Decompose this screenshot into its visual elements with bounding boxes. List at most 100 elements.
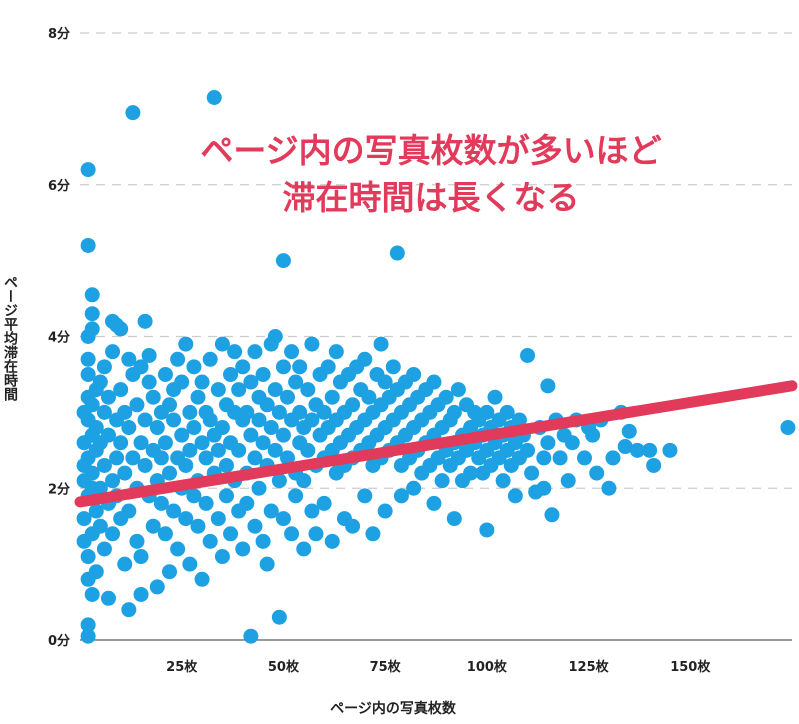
data-point bbox=[210, 511, 226, 527]
data-point bbox=[544, 507, 560, 523]
data-point bbox=[84, 465, 100, 481]
data-point bbox=[121, 503, 137, 519]
data-point bbox=[780, 420, 796, 436]
data-point bbox=[80, 351, 96, 367]
data-point bbox=[385, 359, 401, 375]
data-point bbox=[121, 351, 137, 367]
data-point bbox=[426, 495, 442, 511]
data-point bbox=[166, 503, 182, 519]
data-point bbox=[617, 439, 633, 455]
data-point bbox=[88, 420, 104, 436]
data-point bbox=[243, 427, 259, 443]
data-point bbox=[153, 495, 169, 511]
data-point bbox=[117, 465, 133, 481]
x-tick-label-1: 50枚 bbox=[268, 659, 300, 675]
data-point bbox=[121, 602, 137, 618]
data-point bbox=[182, 404, 198, 420]
data-point bbox=[292, 359, 308, 375]
data-point bbox=[198, 450, 214, 466]
data-point bbox=[137, 457, 153, 473]
data-point bbox=[105, 526, 121, 542]
chart-title-line-1: ページ内の写真枚数が多いほど bbox=[200, 131, 661, 170]
data-point bbox=[202, 412, 218, 428]
data-point bbox=[157, 366, 173, 382]
data-point bbox=[231, 382, 247, 398]
data-point bbox=[361, 389, 377, 405]
data-point bbox=[255, 435, 271, 451]
gridlines bbox=[80, 32, 792, 641]
data-point bbox=[170, 541, 186, 557]
data-point bbox=[406, 366, 422, 382]
x-tick-label-5: 150枚 bbox=[670, 659, 711, 675]
data-point bbox=[275, 253, 291, 269]
data-point bbox=[182, 442, 198, 458]
data-point bbox=[178, 457, 194, 473]
data-point bbox=[292, 404, 308, 420]
y-tick-label-2: 4分 bbox=[48, 330, 70, 346]
data-point bbox=[540, 435, 556, 451]
data-point bbox=[284, 344, 300, 360]
data-point bbox=[137, 313, 153, 329]
data-point bbox=[373, 336, 389, 352]
data-point bbox=[133, 435, 149, 451]
data-point bbox=[499, 404, 515, 420]
data-point bbox=[267, 442, 283, 458]
data-point bbox=[446, 511, 462, 527]
data-point bbox=[137, 412, 153, 428]
data-point bbox=[174, 427, 190, 443]
data-point bbox=[84, 321, 100, 337]
data-point bbox=[202, 533, 218, 549]
data-point bbox=[223, 366, 239, 382]
data-point bbox=[524, 465, 540, 481]
data-point bbox=[243, 628, 259, 644]
data-point bbox=[100, 389, 116, 405]
data-point bbox=[157, 526, 173, 542]
x-tick-label-4: 125枚 bbox=[569, 659, 610, 675]
data-point bbox=[577, 450, 593, 466]
data-point bbox=[552, 450, 568, 466]
y-tick-label-1: 2分 bbox=[48, 481, 70, 497]
tick-labels: 0分 2分 4分 6分 8分 25枚 50枚 75枚 100枚 125枚 150枚 bbox=[48, 26, 711, 675]
data-point bbox=[214, 420, 230, 436]
data-point bbox=[564, 435, 580, 451]
data-point bbox=[275, 359, 291, 375]
data-point bbox=[214, 336, 230, 352]
data-point bbox=[255, 366, 271, 382]
data-point bbox=[218, 488, 234, 504]
data-point bbox=[300, 382, 316, 398]
data-point bbox=[320, 359, 336, 375]
data-point bbox=[520, 347, 536, 363]
data-point bbox=[345, 397, 361, 413]
data-point bbox=[210, 442, 226, 458]
data-point bbox=[109, 450, 125, 466]
data-point bbox=[194, 374, 210, 390]
chart-title-line-2: 滞在時間は長くなる bbox=[283, 178, 580, 217]
trend-line bbox=[74, 380, 798, 508]
data-point bbox=[300, 442, 316, 458]
data-point bbox=[117, 404, 133, 420]
data-point bbox=[345, 518, 361, 534]
data-point bbox=[80, 617, 96, 633]
data-point bbox=[328, 344, 344, 360]
data-point bbox=[589, 465, 605, 481]
data-point bbox=[198, 495, 214, 511]
data-point bbox=[186, 420, 202, 436]
data-point bbox=[365, 526, 381, 542]
data-point bbox=[92, 518, 108, 534]
data-point bbox=[84, 397, 100, 413]
data-point bbox=[479, 522, 495, 538]
data-point bbox=[194, 571, 210, 587]
data-point bbox=[296, 473, 312, 489]
data-point bbox=[438, 389, 454, 405]
data-point bbox=[145, 518, 161, 534]
data-point bbox=[275, 511, 291, 527]
data-point bbox=[271, 473, 287, 489]
data-point bbox=[80, 549, 96, 565]
data-point bbox=[308, 526, 324, 542]
data-point bbox=[263, 503, 279, 519]
data-point bbox=[223, 526, 239, 542]
data-point bbox=[92, 480, 108, 496]
data-point bbox=[255, 533, 271, 549]
data-point bbox=[92, 374, 108, 390]
